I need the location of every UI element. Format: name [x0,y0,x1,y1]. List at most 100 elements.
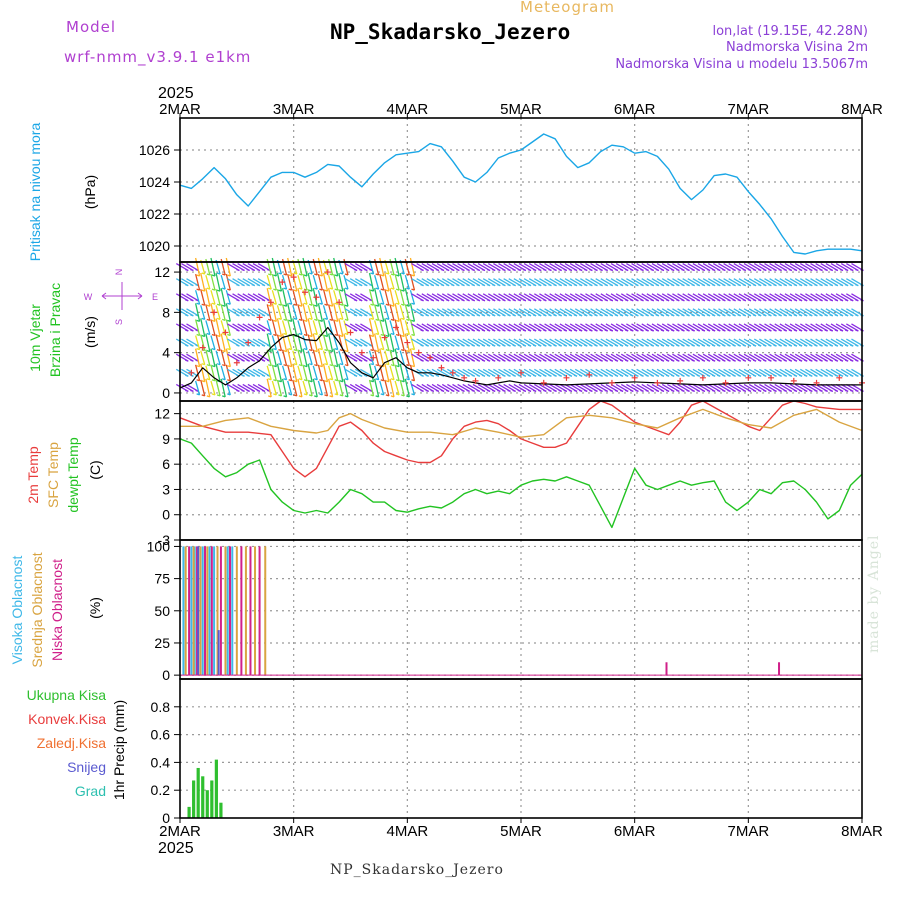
wind-arrow [394,273,400,291]
wind-arrow-head [329,318,333,321]
wind-arrow-head [390,349,395,353]
wind-arrow-head [517,284,521,287]
wind-arrow [389,288,395,307]
wind-arrow-head [298,364,303,367]
wind-arrow-head [676,389,680,393]
wind-arrow-head [339,303,344,306]
wind-arrow-head [206,364,211,367]
wind-arrow-head [624,268,629,272]
wind-arrow-head [727,268,731,272]
wind-arrow-head [553,314,557,317]
wind-arrow-head [353,284,358,287]
wind-arrow-head [599,284,603,287]
wind-arrow [394,380,400,396]
wind-arrow [200,289,206,306]
wind-arrow-head [701,344,706,347]
wind-arrow-head [445,389,450,393]
wind-arrow-head [686,284,690,287]
wind-arrow-head [308,303,313,306]
wind-arrow-head [670,314,675,317]
wind-arrow-head [319,274,323,277]
wind-arrow-head [303,333,308,337]
wind-arrow [271,335,277,350]
wind-arrow-head [339,317,344,320]
wind-arrow-head [353,314,358,317]
wind-arrow-head [471,314,475,317]
wind-arrow-head [655,329,660,332]
wind-arrow-head [850,359,854,362]
wind-arrow [302,319,308,336]
wind-arrow-head [691,374,695,377]
wind-arrow-head [358,374,363,377]
wind-arrow [322,289,329,306]
wind-arrow-head [380,302,384,305]
wind-arrow-head [476,389,481,393]
wind-arrow-head [727,359,731,362]
wind-arrow-head [435,299,440,302]
wind-arrow [281,320,288,335]
wind-arrow-head [645,284,649,287]
wind-arrow-head [717,374,721,377]
wind-arrow-head [834,389,839,393]
wind-arrow [404,349,410,366]
wind-arrow-head [543,374,547,377]
wind-arrow [327,288,334,307]
wind-arrow-head [308,317,313,320]
wind-arrow-head [732,374,736,377]
xtick-label-bottom: 4MAR [386,823,428,840]
wind-arrow-head [538,374,542,377]
wind-arrow-head [819,344,823,347]
wind-arrow-head [742,299,747,302]
wind-arrow [307,350,313,365]
wind-arrow-head [630,284,634,287]
gust-marker [438,364,445,371]
wind-arrow-head [706,268,711,272]
wind-arrow-head [809,359,813,362]
wind-arrow-head [829,329,833,332]
wind-arrow-head [211,365,216,368]
wind-arrow-head [604,344,608,347]
wind-arrow-head [696,344,700,347]
wind-arrow-head [676,314,680,317]
wind-arrow-head [676,284,680,287]
wind-arrow-head [711,268,716,272]
wind-arrow-head [834,374,839,377]
wind-arrow-head [594,299,598,302]
wind-arrow-head [778,344,782,347]
wind-arrow [281,378,288,398]
wind-arrow [302,273,308,291]
wind-arrow [394,257,400,277]
wind-arrow-head [329,364,333,367]
wind-arrow-head [466,314,470,317]
wind-arrow-head [722,344,726,347]
wind-arrow-head [329,395,333,398]
wind-arrow-head [334,393,338,396]
wind-arrow-head [660,329,665,332]
wind-arrow-head [650,389,654,393]
wind-arrow-head [706,389,711,393]
wind-arrow-head [757,344,762,347]
wind-arrow-head [538,344,542,347]
wind-arrow [374,288,380,307]
wind-arrow-head [752,359,757,362]
wind-arrow-head [288,379,292,382]
wind-arrow [389,333,395,352]
wind-arrow-head [839,389,844,393]
wind-arrow-head [803,374,808,377]
wind-arrow-head [385,363,390,366]
wind-arrow [333,319,339,336]
precip-bar [201,776,205,818]
compass-south: S [114,319,124,325]
wind-arrow [194,257,201,277]
wind-arrow-head [614,374,619,377]
wind-arrow-head [288,288,292,291]
wind-arrow-head [196,347,200,351]
wind-arrow-head [660,344,665,347]
wind-arrow-head [670,374,675,377]
wind-arrow-head [288,274,292,277]
wind-arrow-head [640,329,644,332]
wind-arrow-head [839,268,844,272]
ytick-label: 0.2 [151,782,171,798]
wind-arrow-head [543,389,547,393]
wind-arrow-head [256,344,261,347]
